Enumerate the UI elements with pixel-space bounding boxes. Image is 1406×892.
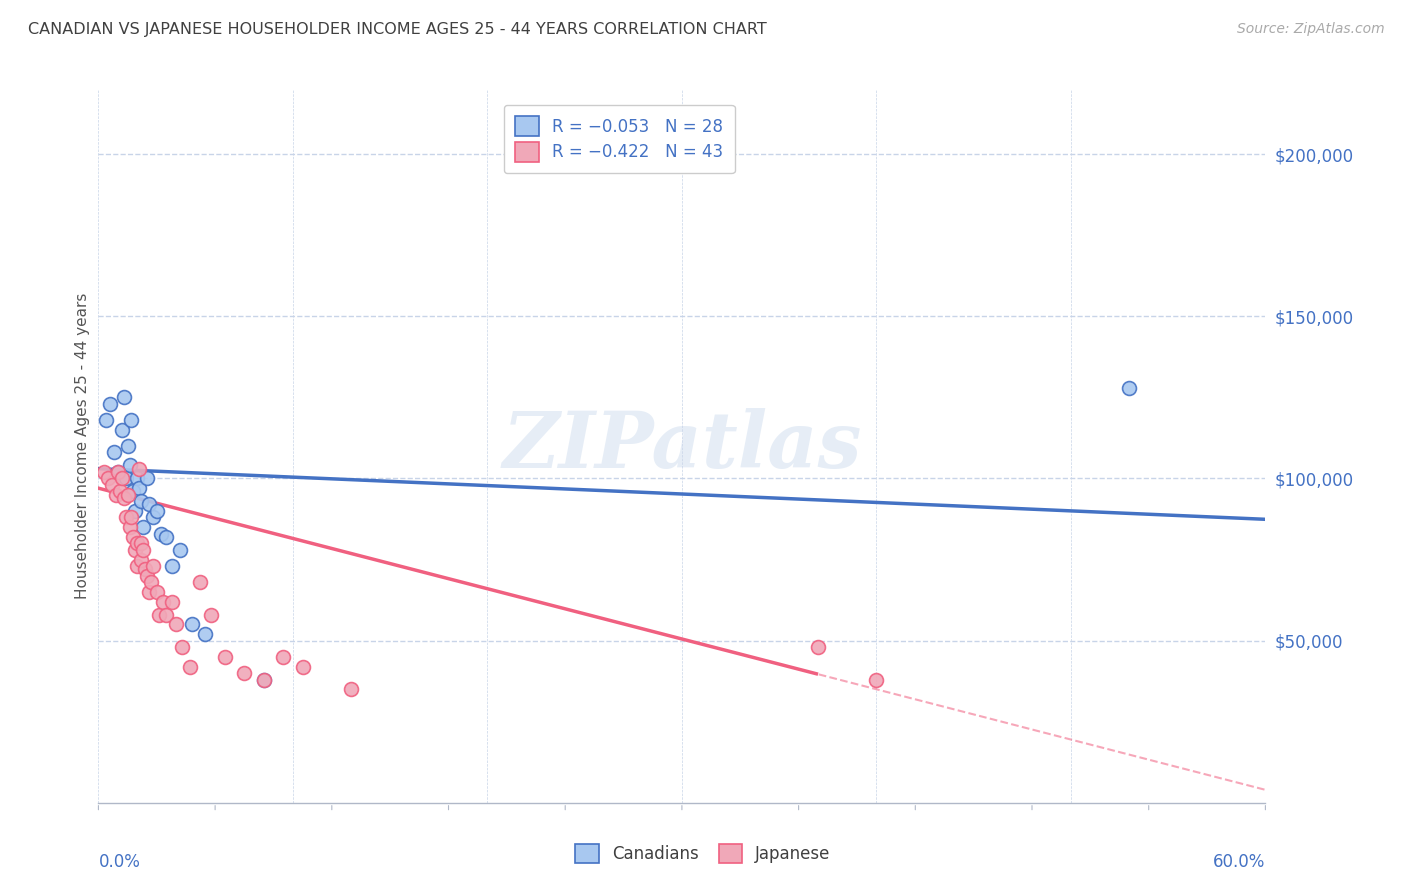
Point [107,465,129,479]
Point [149,526,172,541]
Point [142,559,165,574]
Point [129,552,152,566]
Point [124,504,146,518]
Point [233,666,256,681]
Point [118,458,141,473]
Point [165,617,187,632]
Point [114,510,136,524]
Text: 60.0%: 60.0% [1213,853,1265,871]
Point [807,640,830,654]
Point [101,478,124,492]
Point [194,627,217,641]
Point [104,488,127,502]
Point [214,649,236,664]
Point [128,461,150,475]
Point [146,585,169,599]
Point [127,536,149,550]
Point [155,530,177,544]
Point [146,504,169,518]
Point [132,520,155,534]
Point [162,595,184,609]
Point [253,673,276,687]
Point [112,491,135,505]
Legend: Canadians, Japanese: Canadians, Japanese [564,832,842,875]
Point [117,439,139,453]
Point [271,649,294,664]
Point [112,390,135,404]
Text: CANADIAN VS JAPANESE HOUSEHOLDER INCOME AGES 25 - 44 YEARS CORRELATION CHART: CANADIAN VS JAPANESE HOUSEHOLDER INCOME … [28,22,766,37]
Point [139,575,162,590]
Point [188,575,211,590]
Point [129,494,152,508]
Point [170,640,193,654]
Point [128,481,150,495]
Point [138,497,160,511]
Point [179,659,201,673]
Text: 0.0%: 0.0% [98,853,141,871]
Point [152,595,174,609]
Point [93,465,115,479]
Point [291,659,314,673]
Point [127,471,149,485]
Point [138,585,160,599]
Point [865,673,887,687]
Point [200,607,222,622]
Point [122,530,145,544]
Point [103,445,125,459]
Point [132,542,155,557]
Point [118,520,141,534]
Point [180,617,202,632]
Point [114,471,136,485]
Point [97,471,120,485]
Point [111,471,134,485]
Point [111,423,134,437]
Text: ZIPatlas: ZIPatlas [502,408,862,484]
Point [121,510,143,524]
Point [148,607,170,622]
Point [162,559,184,574]
Point [253,673,276,687]
Point [108,484,131,499]
Point [98,397,121,411]
Point [127,559,149,574]
Point [136,568,159,582]
Point [155,607,177,622]
Point [124,542,146,557]
Point [169,542,191,557]
Point [134,562,156,576]
Point [107,465,129,479]
Text: Source: ZipAtlas.com: Source: ZipAtlas.com [1237,22,1385,37]
Y-axis label: Householder Income Ages 25 - 44 years: Householder Income Ages 25 - 44 years [75,293,90,599]
Point [96,413,118,427]
Point [340,682,363,697]
Point [1118,381,1140,395]
Legend: R = −0.053   N = 28, R = −0.422   N = 43: R = −0.053 N = 28, R = −0.422 N = 43 [503,104,735,173]
Point [136,471,159,485]
Point [121,413,143,427]
Point [117,488,139,502]
Point [142,510,165,524]
Point [129,536,152,550]
Point [122,484,145,499]
